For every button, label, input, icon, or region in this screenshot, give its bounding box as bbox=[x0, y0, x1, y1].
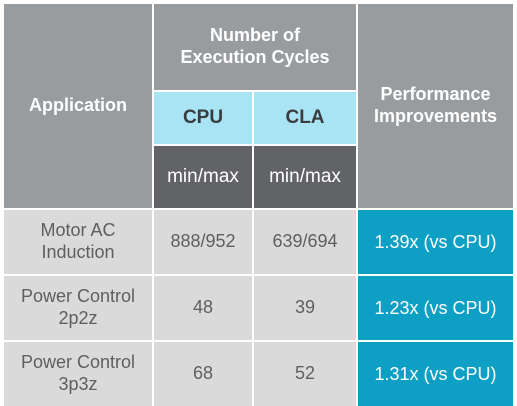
execution-cycles-header-label: Number of Execution Cycles bbox=[180, 25, 330, 67]
row-application-label: Power Control 3p3z bbox=[20, 352, 136, 394]
execution-cycles-header: Number of Execution Cycles bbox=[154, 4, 356, 90]
row-performance-cell: 1.31x (vs CPU) bbox=[358, 342, 513, 406]
row-application-label: Motor AC Induction bbox=[40, 220, 116, 262]
row-performance-cell: 1.39x (vs CPU) bbox=[358, 210, 513, 274]
cycles-comparison-table: Application Number of Execution Cycles P… bbox=[4, 4, 513, 406]
row-cpu-cell: 888/952 bbox=[154, 210, 252, 274]
cla-header: CLA bbox=[254, 92, 356, 144]
row-cpu-cell: 48 bbox=[154, 276, 252, 340]
row-cla-cell: 39 bbox=[254, 276, 356, 340]
cpu-header: CPU bbox=[154, 92, 252, 144]
row-cla-cell: 52 bbox=[254, 342, 356, 406]
application-header: Application bbox=[4, 4, 152, 208]
row-application-cell: Power Control 3p3z bbox=[4, 342, 152, 406]
row-application-cell: Power Control 2p2z bbox=[4, 276, 152, 340]
performance-header-label: Performance Improvements bbox=[373, 84, 498, 126]
cpu-unit-header: min/max bbox=[154, 146, 252, 208]
row-application-label: Power Control 2p2z bbox=[20, 286, 136, 328]
row-performance-cell: 1.23x (vs CPU) bbox=[358, 276, 513, 340]
row-cla-cell: 639/694 bbox=[254, 210, 356, 274]
row-cpu-cell: 68 bbox=[154, 342, 252, 406]
row-application-cell: Motor AC Induction bbox=[4, 210, 152, 274]
performance-header: Performance Improvements bbox=[358, 4, 513, 208]
cla-unit-header: min/max bbox=[254, 146, 356, 208]
